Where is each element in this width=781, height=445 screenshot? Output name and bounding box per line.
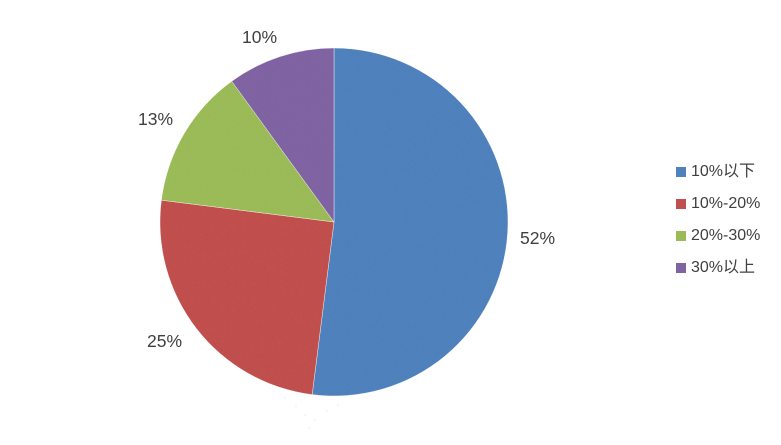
svg-text:10%-20%: 10%-20% (691, 195, 760, 212)
svg-text:20%-30%: 20%-30% (691, 227, 760, 244)
svg-text:30%以上: 30%以上 (691, 258, 755, 276)
svg-text:10%: 10% (242, 27, 277, 47)
svg-text:10%以下: 10%以下 (691, 163, 755, 180)
svg-text:25%: 25% (147, 331, 182, 351)
svg-text:13%: 13% (138, 109, 173, 129)
svg-text:52%: 52% (520, 228, 555, 248)
